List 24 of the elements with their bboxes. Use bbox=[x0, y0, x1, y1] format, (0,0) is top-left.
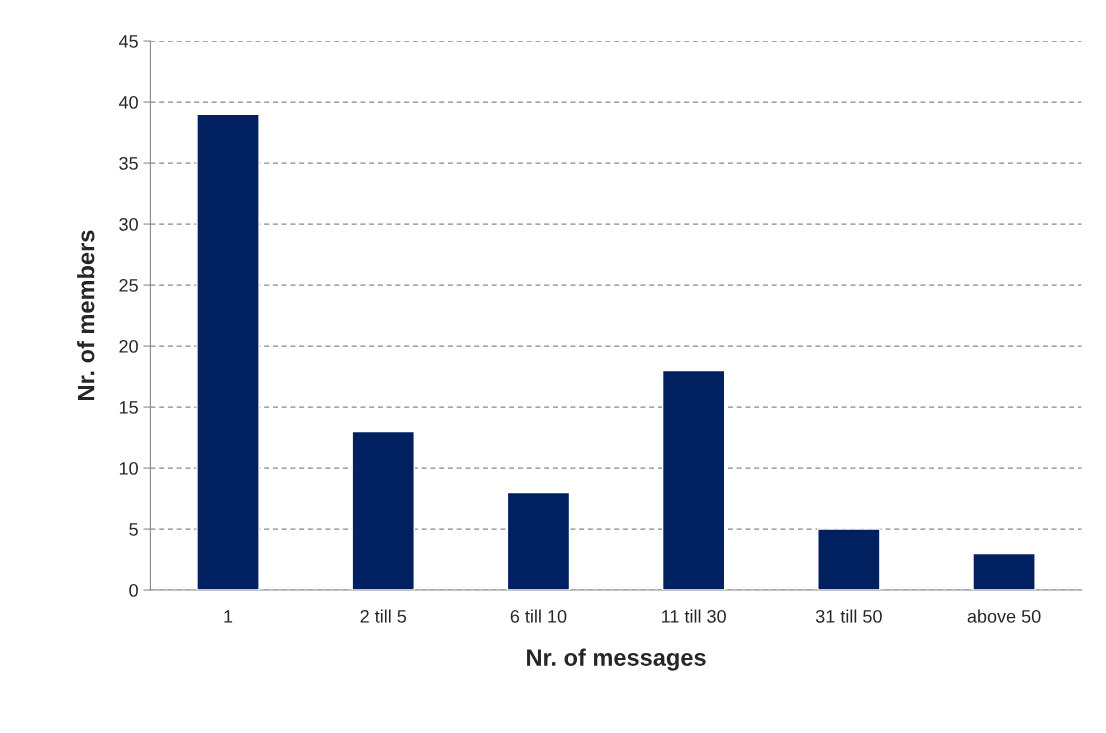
y-axis-title: Nr. of members bbox=[77, 230, 95, 400]
x-tick-label: 6 till 10 bbox=[510, 609, 567, 623]
y-tick-label: 10 bbox=[119, 462, 138, 475]
y-tick-label: 5 bbox=[129, 523, 138, 536]
x-tick-label: 2 till 5 bbox=[360, 609, 407, 623]
bar bbox=[817, 528, 881, 591]
bar bbox=[196, 113, 260, 591]
x-tick-label: 31 till 50 bbox=[815, 609, 882, 623]
y-tick-label: 0 bbox=[129, 584, 138, 597]
bar bbox=[351, 430, 415, 591]
y-tick-label: 45 bbox=[118, 35, 138, 48]
bar bbox=[506, 491, 571, 591]
x-tick-label: 11 till 30 bbox=[662, 609, 726, 623]
x-axis-title: Nr. of messages bbox=[527, 648, 706, 671]
x-tick-label: above 50 bbox=[967, 609, 1041, 623]
y-tick-label: 25 bbox=[119, 278, 138, 292]
y-tick-label: 15 bbox=[119, 401, 138, 414]
bar bbox=[972, 552, 1036, 591]
y-tick-label: 30 bbox=[119, 217, 138, 231]
x-tick-label: 1 bbox=[224, 610, 233, 623]
bar bbox=[661, 369, 726, 591]
y-tick-label: 20 bbox=[119, 339, 138, 353]
y-tick-label: 40 bbox=[118, 95, 138, 109]
y-tick-label: 35 bbox=[119, 156, 138, 170]
